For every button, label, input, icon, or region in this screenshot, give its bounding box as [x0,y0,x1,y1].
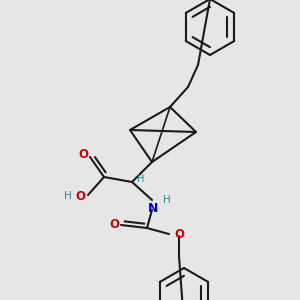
Text: O: O [75,190,85,203]
Text: O: O [109,218,119,230]
Text: H: H [137,174,144,184]
Text: H: H [163,195,171,205]
Text: O: O [78,148,88,160]
Text: N: N [148,202,158,215]
Text: O: O [174,227,184,241]
Text: H: H [64,191,72,201]
